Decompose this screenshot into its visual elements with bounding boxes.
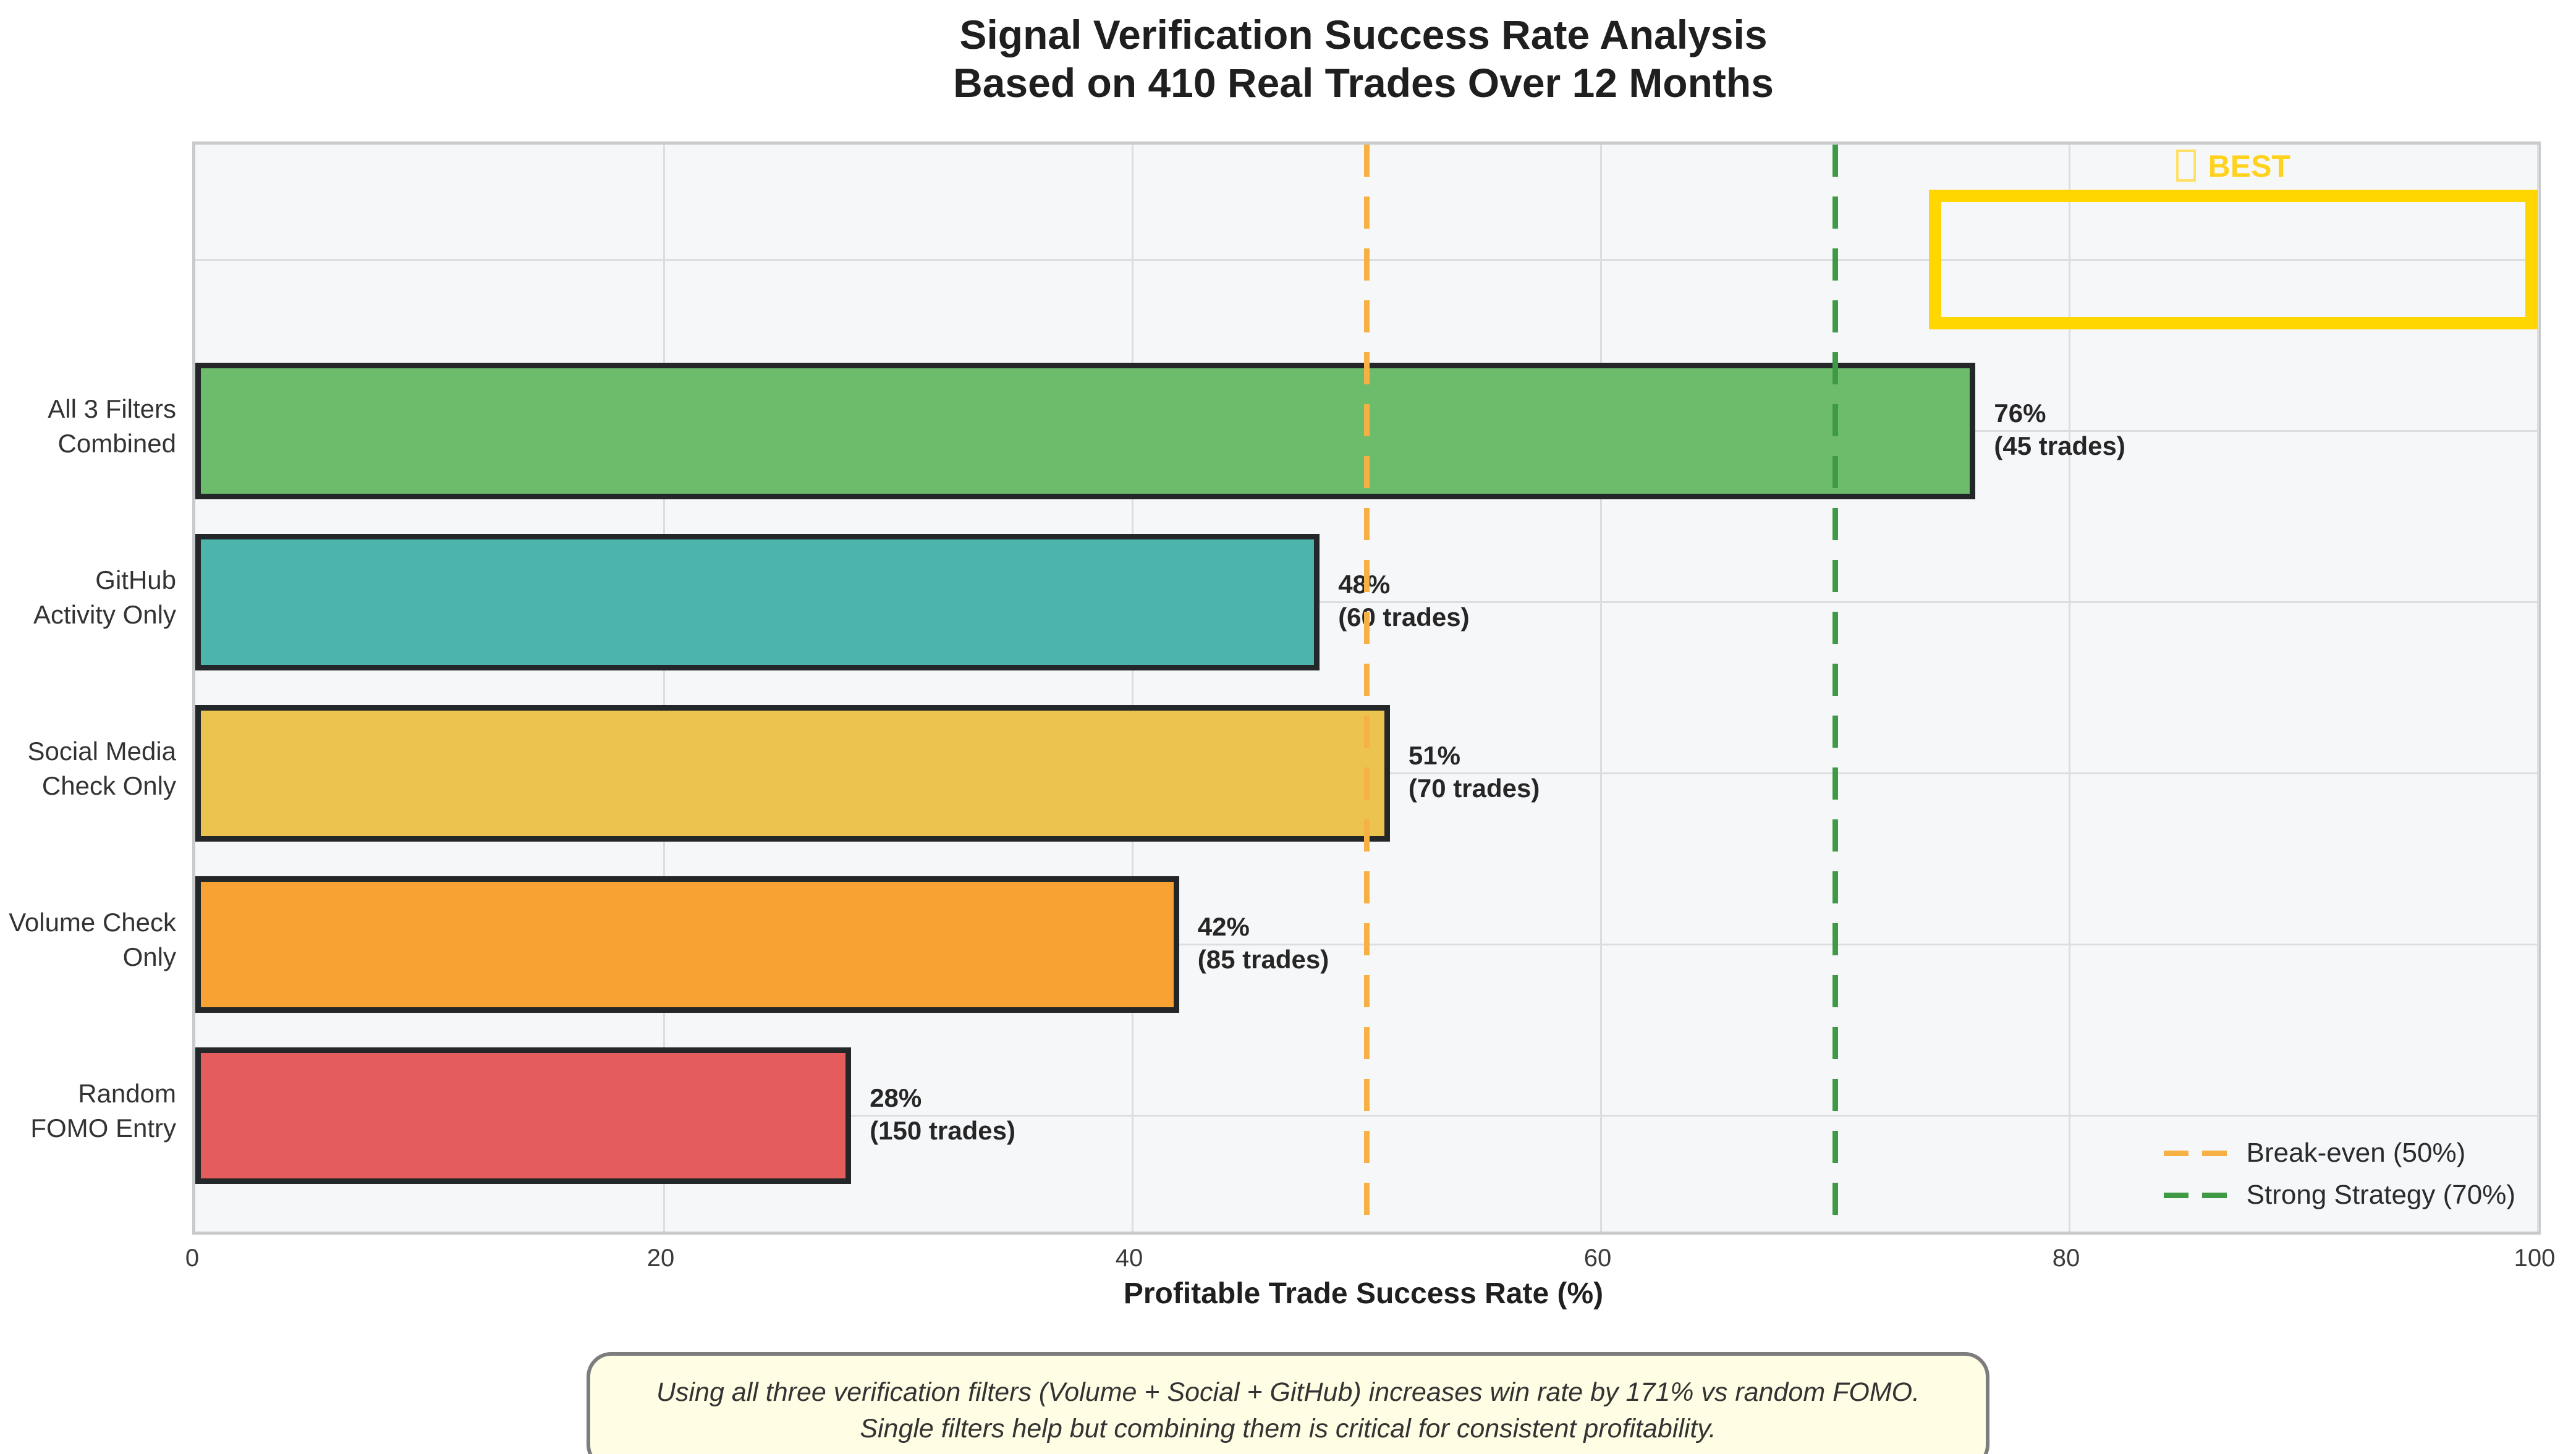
bar-value-label: 51% (70 trades) — [1408, 741, 1540, 803]
bar-value-label: 76% (45 trades) — [1994, 399, 2125, 460]
chart-bar — [195, 704, 1390, 842]
chart-bar — [195, 876, 1179, 1013]
chart-bar — [195, 533, 1320, 670]
x-axis-label: Profitable Trade Success Rate (%) — [1123, 1277, 1604, 1310]
chart-title: Signal Verification Success Rate Analysi… — [959, 12, 1768, 57]
bar-value-label: 48% (60 trades) — [1338, 570, 1470, 632]
x-tick-label: 20 — [646, 1245, 675, 1272]
vertical-gridline — [1599, 145, 1602, 1232]
vertical-gridline — [1131, 145, 1133, 1232]
x-tick-label: 60 — [1583, 1245, 1612, 1272]
plot-area: Break-even (50%) Strong Strategy (70%) 7… — [192, 142, 2541, 1235]
y-category-label: Social Media Check Only — [27, 737, 176, 800]
reference-line — [1363, 145, 1370, 1232]
x-tick-label: 0 — [185, 1245, 200, 1272]
y-category-label: Volume Check Only — [9, 908, 176, 971]
legend-item-strong-strategy: Strong Strategy (70%) — [2163, 1180, 2515, 1211]
vertical-gridline — [2536, 145, 2539, 1232]
break-even-dash-swatch — [2163, 1150, 2228, 1156]
chart-bar — [195, 362, 1976, 499]
bar-value-label: 28% (150 trades) — [870, 1083, 1015, 1145]
strong-strategy-dash-swatch — [2163, 1192, 2228, 1198]
best-highlight-rect — [1928, 190, 2538, 329]
chart-bar — [195, 1047, 852, 1184]
legend-label: Strong Strategy (70%) — [2246, 1180, 2515, 1210]
vertical-gridline — [2068, 145, 2070, 1232]
chart-subtitle: Based on 410 Real Trades Over 12 Months — [953, 60, 1774, 106]
insight-annotation: Using all three verification filters (Vo… — [587, 1352, 1989, 1454]
y-category-label: Random FOMO Entry — [30, 1079, 176, 1143]
trophy-icon — [2176, 150, 2196, 182]
x-tick-label: 80 — [2052, 1245, 2080, 1272]
legend-item-break-even: Break-even (50%) — [2163, 1138, 2515, 1169]
vertical-gridline — [663, 145, 665, 1232]
bar-value-label: 42% (85 trades) — [1197, 912, 1329, 974]
y-category-label: GitHub Activity Only — [33, 565, 176, 629]
x-tick-label: 40 — [1115, 1245, 1143, 1272]
legend: Break-even (50%) Strong Strategy (70%) — [2163, 1138, 2515, 1211]
best-badge-label: BEST — [2048, 148, 2418, 184]
y-category-label: All 3 Filters Combined — [48, 394, 176, 458]
x-tick-label: 100 — [2514, 1245, 2556, 1272]
reference-line — [1832, 145, 1838, 1232]
legend-label: Break-even (50%) — [2246, 1138, 2466, 1168]
